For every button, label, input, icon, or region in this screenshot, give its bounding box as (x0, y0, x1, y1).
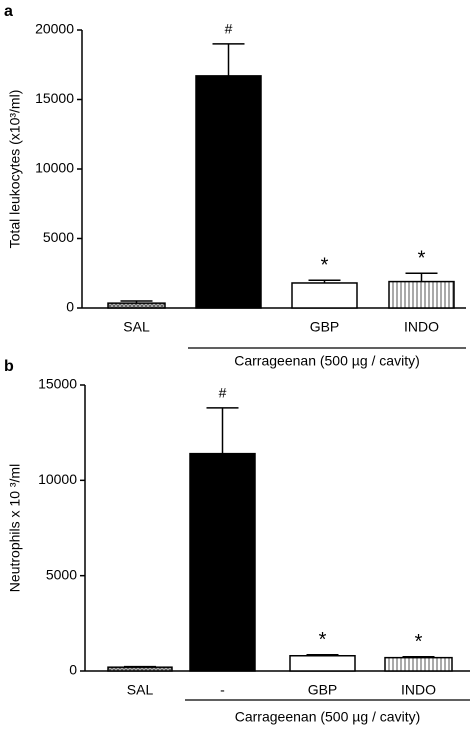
y-tick-label: 15000 (38, 376, 77, 392)
y-tick-label: 15000 (35, 90, 74, 106)
x-tick-label: - (220, 682, 225, 698)
bar (291, 282, 358, 309)
y-axis-label: Total leukocytes (x10³/ml) (7, 90, 23, 249)
bar (189, 452, 256, 672)
bar-label: # (225, 21, 233, 37)
y-tick-label: 10000 (38, 471, 77, 487)
bar (195, 75, 262, 309)
y-axis-label: Neutrophils x 10 ³/ml (7, 464, 23, 592)
y-tick-label: 0 (66, 299, 74, 315)
bar (107, 302, 166, 309)
bar-label: # (219, 385, 227, 401)
y-tick-label: 20000 (35, 21, 74, 37)
bar-label: * (321, 254, 329, 276)
y-tick-label: 5000 (46, 566, 77, 582)
y-tick-label: 5000 (43, 229, 74, 245)
panel-label: a (4, 3, 13, 20)
bar-label: * (319, 629, 327, 651)
bar (384, 656, 453, 672)
bar (388, 280, 455, 309)
bar-label: * (418, 248, 426, 270)
x-tick-label: INDO (404, 319, 439, 335)
x-tick-label: SAL (123, 319, 150, 335)
x-tick-label: SAL (127, 682, 154, 698)
x-tick-label: GBP (310, 319, 340, 335)
group-label: Carrageenan (500 µg / cavity) (235, 709, 421, 725)
panel-label: b (4, 358, 14, 375)
x-tick-label: GBP (308, 682, 338, 698)
y-tick-label: 0 (69, 662, 77, 678)
bar (289, 654, 356, 672)
bar-label: * (415, 631, 423, 653)
group-label: Carrageenan (500 µg / cavity) (234, 353, 420, 369)
x-tick-label: INDO (401, 682, 436, 698)
y-tick-label: 10000 (35, 160, 74, 176)
bar (107, 666, 173, 672)
